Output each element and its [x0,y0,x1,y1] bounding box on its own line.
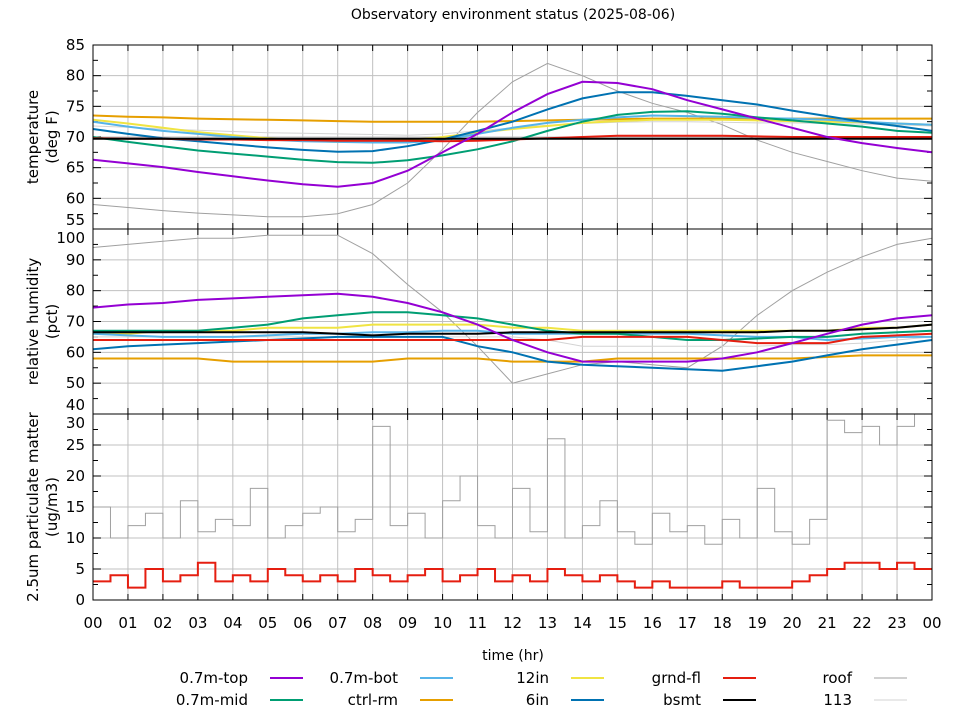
legend: 0.7m-top 0.7m-mid 0.7m-bot ctrl-rm 12in 6in gr… [176,669,907,709]
x-tick-label: 01 [118,614,137,632]
plot-frame [92,413,933,601]
x-tick-label: 03 [188,614,207,632]
series-line-0.7m-top [92,292,933,363]
chart-title: Observatory environment status (2025-08-… [351,7,675,23]
series-line-6in [92,335,933,372]
series-line-roof [92,62,933,218]
x-tick-label: 08 [363,614,382,632]
series-line-0.7m-top [92,80,933,188]
legend-entry-0.7m-bot: 0.7m-bot [330,669,453,687]
legend-label: bsmt [663,691,701,709]
y-tick-label: 75 [66,97,85,115]
x-tick-label: 18 [713,614,732,632]
series-line-bsmt [93,323,933,337]
legend-entry-bsmt: bsmt [663,691,756,709]
y-tick-label: 20 [66,467,85,485]
legend-entry-grnd-fl: grnd-fl [652,669,756,687]
series-line-6in [92,91,933,153]
y-tick-label: 25 [66,436,85,454]
legend-label: ctrl-rm [348,691,398,709]
x-tick-label: 23 [887,614,906,632]
x-tick-label: 21 [818,614,837,632]
y-tick-label: 80 [66,282,85,300]
series-line-roof [93,413,933,545]
y-tick-label: 65 [66,159,85,177]
y-tick-label: 90 [66,251,85,269]
x-axis-label: time (hr) [482,648,544,664]
series-line-roof [92,234,933,384]
y-axis-label-line: (ug/m3) [43,477,61,537]
series-line-grnd-fl [93,561,932,589]
x-tick-label: 13 [538,614,557,632]
series-line-ctrl-rm [93,354,932,363]
x-tick-label: 19 [748,614,767,632]
y-axis-label: temperature(deg F) [24,90,61,184]
y-tick-label: 15 [66,498,85,516]
panel-0: 55 60 65 70 75 80 85 temperature(deg F) [24,36,933,230]
y-tick-label: 100 [56,229,85,247]
y-axis-label-line: (pct) [43,304,61,339]
legend-entry-12in: 12in [516,669,604,687]
series-line-0.7m-mid [92,110,933,164]
legend-entry-roof: roof [823,669,907,687]
x-tick-label: 15 [608,614,627,632]
x-tick-label: 04 [223,614,242,632]
y-axis-label-line: 2.5um particulate matter [24,411,42,601]
x-tick-label: 05 [258,614,277,632]
y-tick-label: 40 [66,396,85,414]
x-tick-label: 10 [433,614,452,632]
x-tick-label: 00 [83,614,102,632]
x-tick-label: 20 [783,614,802,632]
y-axis-label-line: (deg F) [43,110,61,163]
legend-label: 0.7m-top [180,669,248,687]
y-axis-label: 2.5um particulate matter(ug/m3) [24,411,61,601]
legend-label: 12in [516,669,549,687]
legend-label: 0.7m-bot [330,669,399,687]
y-tick-label: 5 [75,560,85,578]
legend-label: 0.7m-mid [176,691,248,709]
legend-entry-113: 113 [823,691,907,709]
y-tick-label: 80 [66,67,85,85]
y-axis-label-line: temperature [24,90,42,184]
legend-entry-0.7m-top: 0.7m-top [180,669,303,687]
series-line-0.7m-bot [92,114,933,144]
legend-label: roof [823,669,853,687]
y-tick-label: 70 [66,313,85,331]
legend-entry-6in: 6in [526,691,604,709]
y-tick-label: 10 [66,529,85,547]
series-line-0.7m-mid [93,311,933,341]
legend-entry-ctrl-rm: ctrl-rm [348,691,453,709]
legend-label: 6in [526,691,549,709]
y-tick-label: 70 [66,128,85,146]
x-tick-label: 11 [468,614,487,632]
y-tick-label: 60 [66,343,85,361]
y-tick-label: 50 [66,374,85,392]
y-tick-label: 55 [66,211,85,229]
y-axis-label: relative humidity(pct) [24,258,61,386]
x-tick-label: 02 [153,614,172,632]
y-tick-label: 60 [66,189,85,207]
y-tick-label: 0 [75,591,85,609]
y-tick-label: 30 [66,414,85,432]
x-tick-label: 14 [573,614,592,632]
x-tick-label: 07 [328,614,347,632]
x-tick-label: 06 [293,614,312,632]
y-tick-label: 85 [66,36,85,54]
x-tick-label: 00 [922,614,941,632]
x-tick-label: 16 [643,614,662,632]
x-tick-label: 22 [853,614,872,632]
x-tick-label: 17 [678,614,697,632]
y-axis-label-line: relative humidity [24,258,42,386]
panel-1: 40 50 60 70 80 90 100 relative humidity(pct) [24,228,933,415]
legend-label: grnd-fl [652,669,701,687]
legend-entry-0.7m-mid: 0.7m-mid [176,691,303,709]
x-tick-label: 12 [503,614,522,632]
x-tick-label: 09 [398,614,417,632]
legend-label: 113 [823,691,852,709]
